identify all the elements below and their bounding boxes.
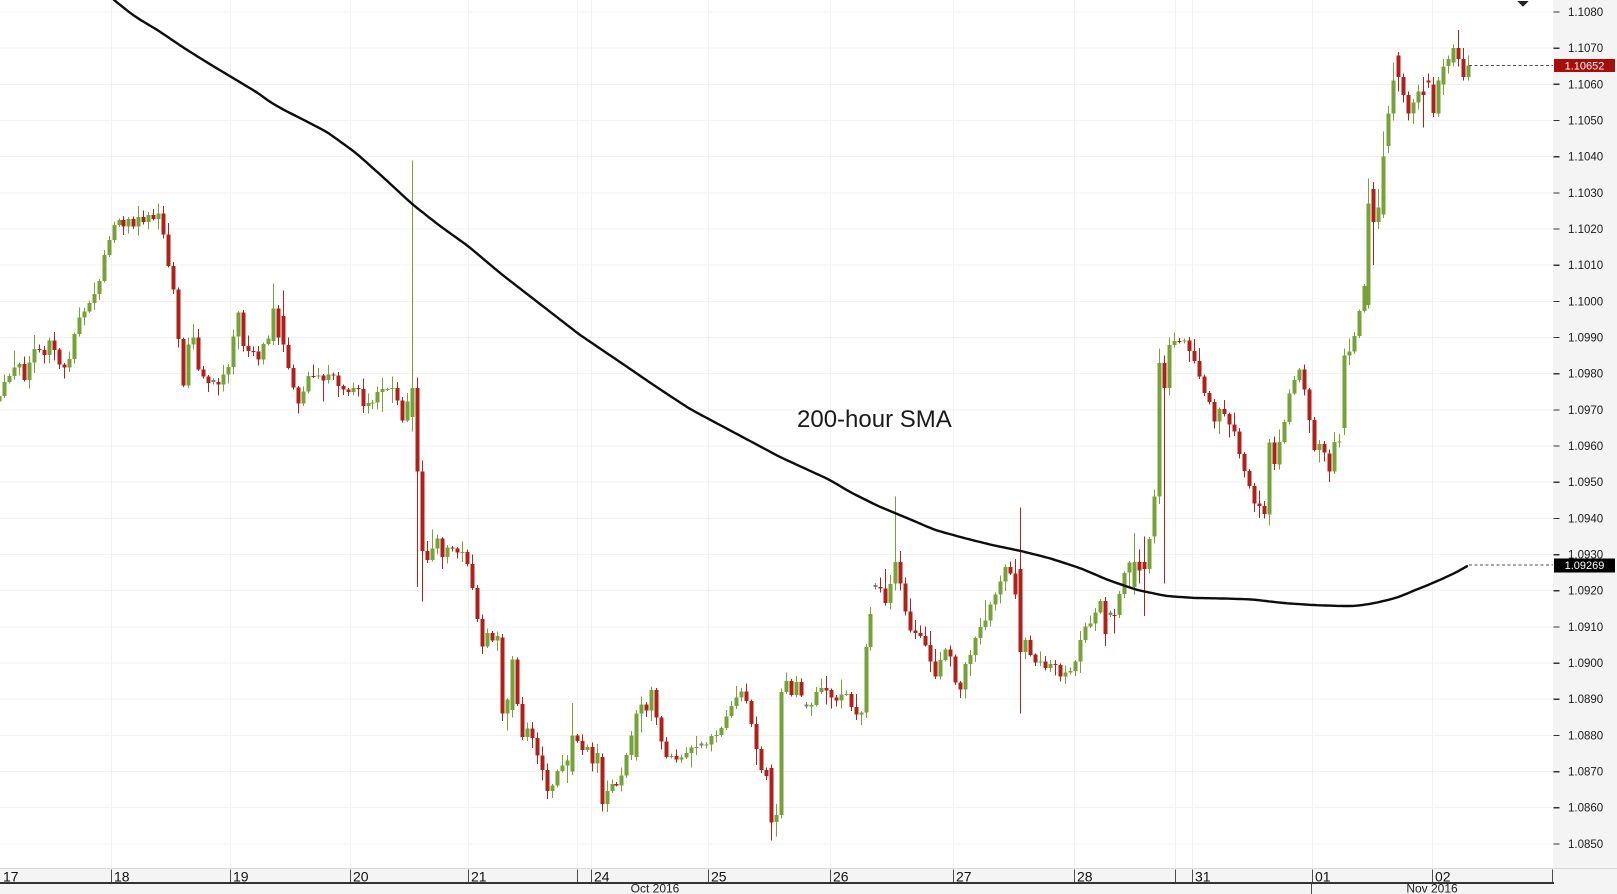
svg-text:21: 21	[471, 868, 487, 884]
svg-text:19: 19	[233, 868, 249, 884]
svg-text:1.0950: 1.0950	[1568, 477, 1603, 489]
svg-text:01: 01	[1315, 868, 1331, 884]
svg-text:17: 17	[3, 868, 19, 884]
svg-text:28: 28	[1077, 868, 1093, 884]
svg-text:1.0970: 1.0970	[1568, 405, 1603, 417]
svg-text:200-hour SMA: 200-hour SMA	[797, 406, 952, 433]
svg-text:27: 27	[956, 868, 972, 884]
svg-text:26: 26	[833, 868, 849, 884]
svg-text:1.09269: 1.09269	[1565, 560, 1605, 572]
svg-text:1.10652: 1.10652	[1565, 60, 1605, 72]
svg-text:1.1020: 1.1020	[1568, 224, 1603, 236]
svg-text:Oct 2016: Oct 2016	[631, 882, 680, 894]
svg-text:1.1040: 1.1040	[1568, 152, 1603, 164]
svg-text:1.0990: 1.0990	[1568, 333, 1603, 345]
svg-text:1.0860: 1.0860	[1568, 803, 1603, 815]
svg-text:02: 02	[1435, 868, 1451, 884]
svg-text:24: 24	[594, 868, 610, 884]
svg-text:1.0890: 1.0890	[1568, 694, 1603, 706]
svg-text:1.0920: 1.0920	[1568, 586, 1603, 598]
svg-text:1.1070: 1.1070	[1568, 43, 1603, 55]
svg-text:1.1080: 1.1080	[1568, 7, 1603, 19]
svg-text:25: 25	[711, 868, 727, 884]
svg-text:1.1030: 1.1030	[1568, 188, 1603, 200]
svg-text:1.0910: 1.0910	[1568, 622, 1603, 634]
svg-text:1.1060: 1.1060	[1568, 79, 1603, 91]
svg-text:1.1000: 1.1000	[1568, 296, 1603, 308]
svg-text:Nov 2016: Nov 2016	[1406, 882, 1458, 894]
svg-text:1.0880: 1.0880	[1568, 730, 1603, 742]
svg-text:18: 18	[114, 868, 130, 884]
svg-text:1.0900: 1.0900	[1568, 658, 1603, 670]
svg-text:1.0960: 1.0960	[1568, 441, 1603, 453]
svg-text:20: 20	[353, 868, 369, 884]
svg-text:1.1050: 1.1050	[1568, 116, 1603, 128]
svg-text:1.0980: 1.0980	[1568, 369, 1603, 381]
svg-text:1.0850: 1.0850	[1568, 839, 1603, 851]
svg-text:1.1010: 1.1010	[1568, 260, 1603, 272]
svg-text:31: 31	[1195, 868, 1211, 884]
svg-text:1.0870: 1.0870	[1568, 767, 1603, 779]
svg-text:1.0940: 1.0940	[1568, 513, 1603, 525]
